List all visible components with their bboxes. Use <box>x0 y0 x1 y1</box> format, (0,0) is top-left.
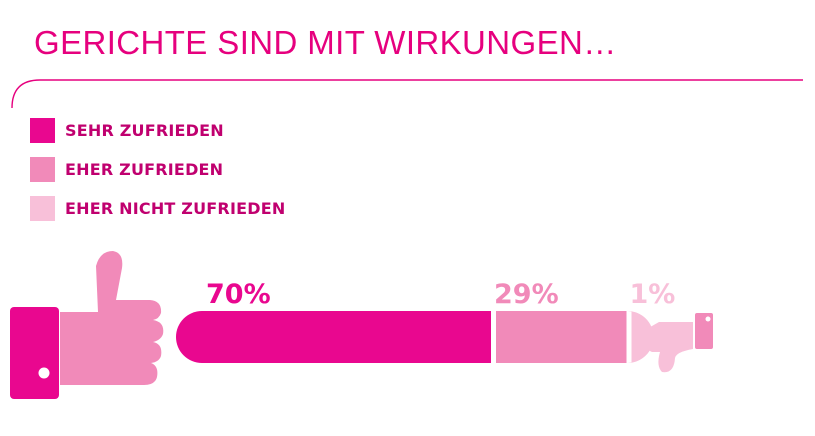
legend-label: EHER ZUFRIEDEN <box>65 159 224 179</box>
bar-value-label: 1% <box>630 279 676 310</box>
legend-swatch <box>30 117 55 143</box>
legend-label: SEHR ZUFRIEDEN <box>65 120 224 140</box>
bar-value-labels: 70% 29% 1% <box>206 279 675 310</box>
thumbs-down-icon <box>647 313 713 373</box>
legend-item-eher-nicht-zufrieden: EHER NICHT ZUFRIEDEN <box>30 195 286 221</box>
bar-series <box>176 311 654 363</box>
legend-swatch <box>30 156 55 182</box>
bar-segment <box>627 311 654 363</box>
thumbs-up-icon <box>10 251 164 399</box>
bar-segment <box>496 311 627 363</box>
legend-label: EHER NICHT ZUFRIEDEN <box>65 198 286 218</box>
bar-value-label: 29% <box>494 279 559 310</box>
legend-swatch <box>30 195 55 221</box>
legend-item-sehr-zufrieden: SEHR ZUFRIEDEN <box>30 117 285 143</box>
legend-item-eher-zufrieden: EHER ZUFRIEDEN <box>30 156 285 182</box>
title-underline <box>11 79 803 109</box>
chart-title: GERICHTE SIND MIT WIRKUNGEN… <box>34 24 617 61</box>
bar-value-label: 70% <box>206 279 271 310</box>
legend: SEHR ZUFRIEDEN EHER ZUFRIEDEN EHER NICHT… <box>30 117 286 235</box>
bar-segment <box>176 311 491 363</box>
